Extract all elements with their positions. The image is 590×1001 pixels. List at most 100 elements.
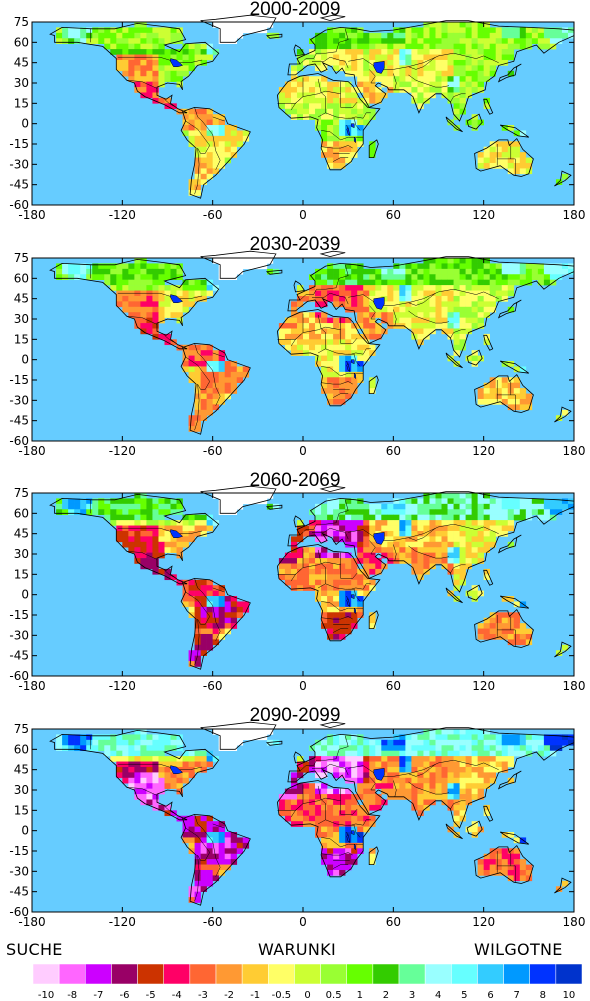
y-tick-label: 15 [14, 332, 29, 346]
y-tick-label: -60 [9, 905, 29, 919]
legend-value-label: 0.5 [326, 990, 342, 1001]
legend-swatch [163, 963, 191, 985]
legend-value-label: -6 [120, 990, 130, 1001]
legend-value-label: -5 [146, 990, 156, 1001]
legend-value-label: 6 [487, 990, 493, 1001]
x-tick-label: 60 [386, 679, 401, 693]
x-tick-label: 60 [386, 915, 401, 929]
coastlines [49, 721, 575, 906]
y-tick-label: -15 [9, 844, 29, 858]
y-tick-label: -45 [9, 649, 29, 663]
x-tick-label: -60 [203, 679, 223, 693]
legend-swatch [189, 963, 217, 985]
y-tick-label: 0 [21, 353, 29, 367]
pdsi-color-legend: -10 -8 -7 -6 -5 -4 -3 -2 -1 -0.5 0 0.5 1 2 3 4 5 6 7 8 10 [32, 963, 583, 1001]
y-tick-label: 15 [14, 803, 29, 817]
x-tick-label: -120 [109, 444, 136, 458]
y-tick-label: 60 [14, 506, 29, 520]
legend-value-label: 5 [461, 990, 467, 1001]
y-tick-label: 15 [14, 567, 29, 581]
legend-swatch [424, 963, 452, 985]
y-tick-label: 75 [14, 251, 29, 265]
legend-value-label: 0 [304, 990, 310, 1001]
x-tick-label: -120 [109, 915, 136, 929]
x-tick-label: 180 [563, 444, 586, 458]
legend-value-label: 8 [540, 990, 546, 1001]
y-tick-label: 45 [14, 292, 29, 306]
y-tick-label: -15 [9, 373, 29, 387]
legend-value-label: 4 [435, 990, 441, 1001]
legend-value-label: -0.5 [272, 990, 292, 1001]
x-tick-label: 120 [472, 208, 495, 222]
x-tick-label: 0 [299, 679, 307, 693]
legend-swatch [215, 963, 243, 985]
legend-value-label: -7 [93, 990, 103, 1001]
x-tick-label: -120 [109, 208, 136, 222]
legend-swatch [241, 963, 269, 985]
legend-value-label: 2 [383, 990, 389, 1001]
x-tick-label: 0 [299, 208, 307, 222]
legend-mid-label: WARUNKI [258, 940, 336, 959]
y-tick-label: 75 [14, 15, 29, 29]
y-tick-label: 60 [14, 35, 29, 49]
legend-swatch [268, 963, 295, 985]
y-tick-label: 0 [21, 588, 29, 602]
land-cells [56, 22, 575, 196]
legend-value-label: -10 [38, 990, 54, 1001]
legend-swatch [555, 963, 583, 985]
legend-swatch [529, 963, 557, 985]
panel-title-4: 2090-2099 [249, 705, 341, 726]
x-tick-label: -180 [18, 208, 45, 222]
coastlines [49, 14, 575, 199]
y-tick-label: -60 [9, 434, 29, 448]
legend-swatch [294, 963, 321, 985]
land-cells [56, 258, 575, 432]
x-tick-label: 180 [563, 679, 586, 693]
legend-value-label: 10 [563, 990, 576, 1001]
y-tick-label: -60 [9, 669, 29, 683]
coastlines [49, 485, 575, 670]
legend-swatch [58, 963, 86, 985]
legend-value-label: -4 [172, 990, 182, 1001]
legend-value-label: 7 [513, 990, 519, 1001]
x-tick-label: -180 [18, 915, 45, 929]
legend-swatch [503, 963, 530, 985]
map-axes: -180 -120 -60 0 60 120 180 75 60 45 30 15 0 -15 -30 -45… [9, 251, 585, 458]
y-tick-label: 0 [21, 824, 29, 838]
legend-swatch [137, 963, 164, 985]
y-tick-label: 45 [14, 763, 29, 777]
y-tick-label: 60 [14, 271, 29, 285]
x-tick-label: -60 [203, 208, 223, 222]
map-axes: -180 -120 -60 0 60 120 180 75 60 45 30 15 0 -15 -30 -45… [9, 15, 585, 222]
legend-swatch [477, 963, 504, 985]
legend-value-label: 1 [357, 990, 363, 1001]
y-tick-label: -15 [9, 608, 29, 622]
panel-title-1: 2000-2009 [249, 0, 341, 20]
x-tick-label: 0 [299, 444, 307, 458]
panel-title-2: 2030-2039 [249, 234, 341, 255]
y-tick-label: 30 [14, 547, 29, 561]
y-tick-label: 60 [14, 742, 29, 756]
legend-value-label: -3 [198, 990, 208, 1001]
y-tick-label: -45 [9, 885, 29, 899]
x-tick-label: -180 [18, 679, 45, 693]
map-panel-4: -180 -120 -60 0 60 120 180 75 60 45 30 15 0 -15 -30 -45… [9, 721, 585, 929]
x-tick-label: 60 [386, 208, 401, 222]
y-tick-label: 75 [14, 486, 29, 500]
map-axes: -180 -120 -60 0 60 120 180 75 60 45 30 15 0 -15 -30 -45… [9, 722, 585, 929]
panel-title-3: 2060-2069 [249, 470, 341, 491]
y-tick-label: -60 [9, 198, 29, 212]
legend-value-label: -8 [67, 990, 77, 1001]
legend-value-label: -2 [224, 990, 234, 1001]
y-tick-label: -15 [9, 137, 29, 151]
legend-dry-label: SUCHE [6, 940, 63, 959]
y-tick-label: -30 [9, 393, 29, 407]
legend-swatch [320, 963, 347, 985]
legend-swatch [451, 963, 478, 985]
x-tick-label: 180 [563, 915, 586, 929]
legend-swatch [32, 963, 60, 985]
x-tick-label: 120 [472, 444, 495, 458]
legend-swatch [398, 963, 426, 985]
pdsi-map-panels: -180 -120 -60 0 60 120 180 75 60 45 30 15 0 -15 -30 -45… [9, 14, 586, 929]
x-tick-label: -120 [109, 679, 136, 693]
